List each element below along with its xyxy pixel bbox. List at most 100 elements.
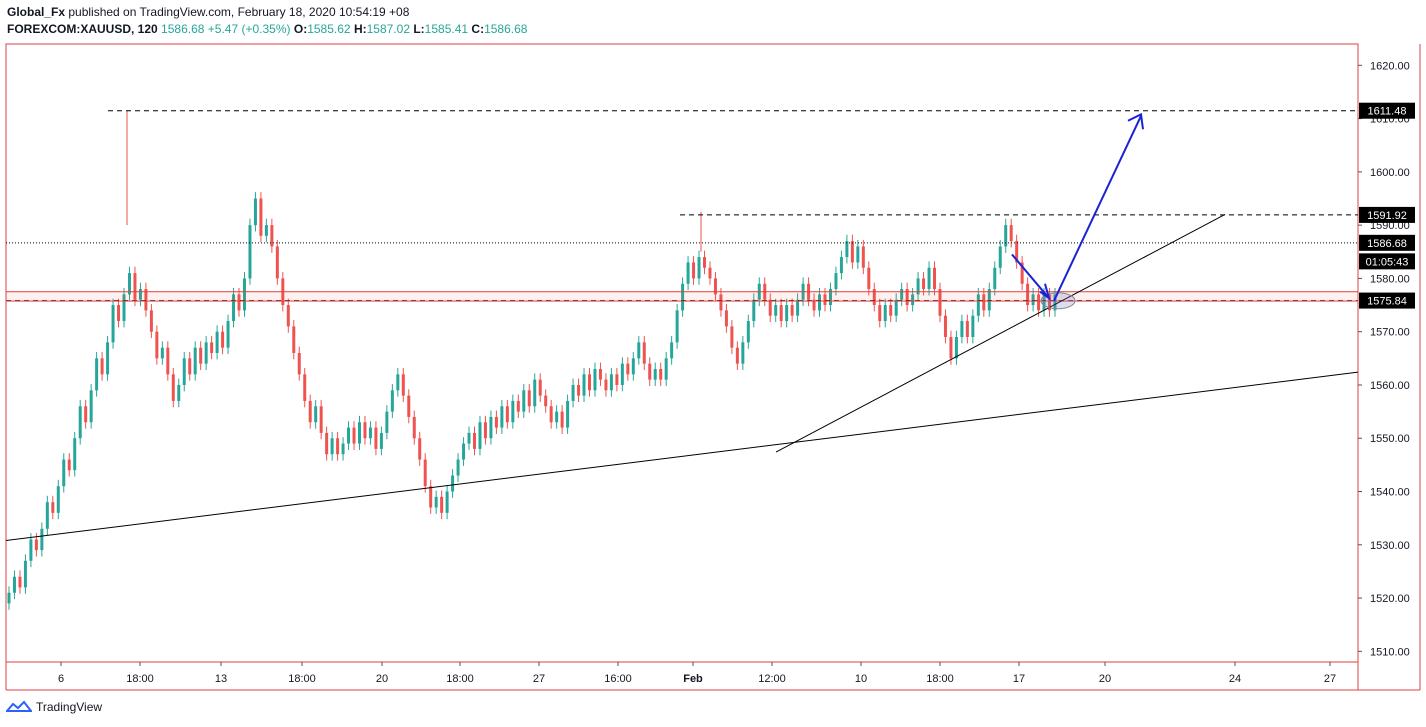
publish-info: Global_Fx published on TradingView.com, … [7, 5, 409, 19]
candle-body [111, 305, 115, 343]
candle-body [160, 347, 164, 359]
candle-body [445, 491, 449, 513]
candle-body [1015, 241, 1019, 263]
candle-body [516, 400, 520, 412]
candle-body [960, 321, 964, 338]
candle-body [1048, 294, 1052, 311]
candle-body [390, 390, 394, 412]
candle-body [708, 267, 712, 279]
candle-body [34, 539, 38, 551]
x-tick-label: 20 [376, 673, 388, 685]
candle-body [396, 374, 400, 391]
price-tag-bg [1359, 292, 1415, 309]
candle-body [697, 257, 701, 279]
candle-body [538, 379, 542, 396]
symbol-label[interactable]: FOREXCOM:XAUUSD, 120 [7, 22, 158, 36]
candle-body [67, 459, 71, 471]
candle-body [823, 294, 827, 306]
x-tick-label: 17 [1013, 673, 1025, 685]
candle-body [319, 406, 323, 433]
candle-body [292, 326, 296, 353]
candle-body [133, 273, 137, 300]
candle-body [1037, 294, 1041, 311]
candle-body [374, 427, 378, 449]
candle-body [878, 305, 882, 322]
y-tick-label: 1580.00 [1370, 273, 1410, 285]
candle-body [818, 294, 822, 311]
candle-body [275, 246, 279, 279]
candle-body [883, 305, 887, 322]
candle-body [182, 358, 186, 385]
candle-body [462, 443, 466, 460]
candle-body [922, 278, 926, 290]
candle-body [1031, 294, 1035, 306]
candle-body [1026, 283, 1030, 306]
open-value: 1585.62 [307, 22, 351, 36]
candle-body [861, 246, 865, 268]
low-value: 1585.41 [424, 22, 469, 36]
candle-body [752, 299, 756, 322]
y-tick-label: 1600.00 [1370, 167, 1410, 179]
candle-body [544, 395, 548, 407]
candle-body [987, 289, 991, 311]
candle-body [943, 315, 947, 338]
candle-body [746, 321, 750, 343]
author-name[interactable]: Global_Fx [7, 5, 66, 19]
price-change: +5.47 (+0.35%) [207, 22, 291, 36]
candle-body [84, 406, 88, 423]
x-tick-label: 20 [1099, 673, 1111, 685]
candle-body [314, 406, 318, 423]
price-tag-bg [1359, 253, 1415, 270]
candle-body [489, 416, 493, 439]
candle-body [982, 294, 986, 311]
y-tick-label: 1570.00 [1370, 327, 1410, 339]
ohlc-legend: FOREXCOM:XAUUSD, 120 1586.68 +5.47 (+0.3… [7, 22, 527, 36]
candle-body [456, 459, 460, 476]
brand-name: TradingView [36, 700, 103, 714]
x-tick-label: 12:00 [758, 673, 786, 685]
low-label: L: [413, 22, 425, 36]
candle-body [440, 496, 444, 513]
candle-body [779, 305, 783, 322]
price-tag-label: 1575.84 [1367, 296, 1407, 308]
candle-body [648, 363, 652, 380]
candle-body [221, 331, 225, 348]
candle-body [193, 347, 197, 375]
candle-body [144, 289, 148, 311]
candle-body [297, 353, 301, 375]
price-tag-bg [1359, 234, 1415, 251]
candle-body [127, 273, 131, 295]
candle-body [615, 374, 619, 385]
candle-body [500, 406, 504, 428]
y-tick-label: 1530.00 [1370, 540, 1410, 552]
candle-body [303, 374, 307, 401]
candle-body [62, 459, 66, 487]
candle-body [894, 299, 898, 316]
candle-body [434, 496, 438, 508]
candle-body [692, 262, 696, 279]
candle-body [511, 400, 515, 423]
candle-body [270, 225, 274, 247]
x-tick-label: 27 [533, 673, 545, 685]
candle-body [604, 379, 608, 391]
candle-body [522, 390, 526, 412]
candle-body [872, 289, 876, 306]
price-tag-label: 1586.68 [1367, 238, 1407, 250]
candle-body [889, 305, 893, 316]
candle-body [785, 305, 789, 322]
candle-body [555, 411, 559, 423]
y-tick-label: 1590.00 [1370, 220, 1410, 232]
close-label: C: [471, 22, 485, 36]
candle-body [850, 241, 854, 263]
candle-body [418, 438, 422, 460]
candle-body [286, 305, 290, 327]
candle-body [451, 475, 455, 492]
candle-body [204, 342, 208, 364]
candle-body [664, 358, 668, 380]
price-tag-label: 1611.48 [1368, 106, 1407, 118]
footer-brand: TradingView [6, 700, 102, 714]
candle-body [533, 379, 537, 407]
candle-body [741, 342, 745, 364]
candle-body [549, 406, 553, 423]
